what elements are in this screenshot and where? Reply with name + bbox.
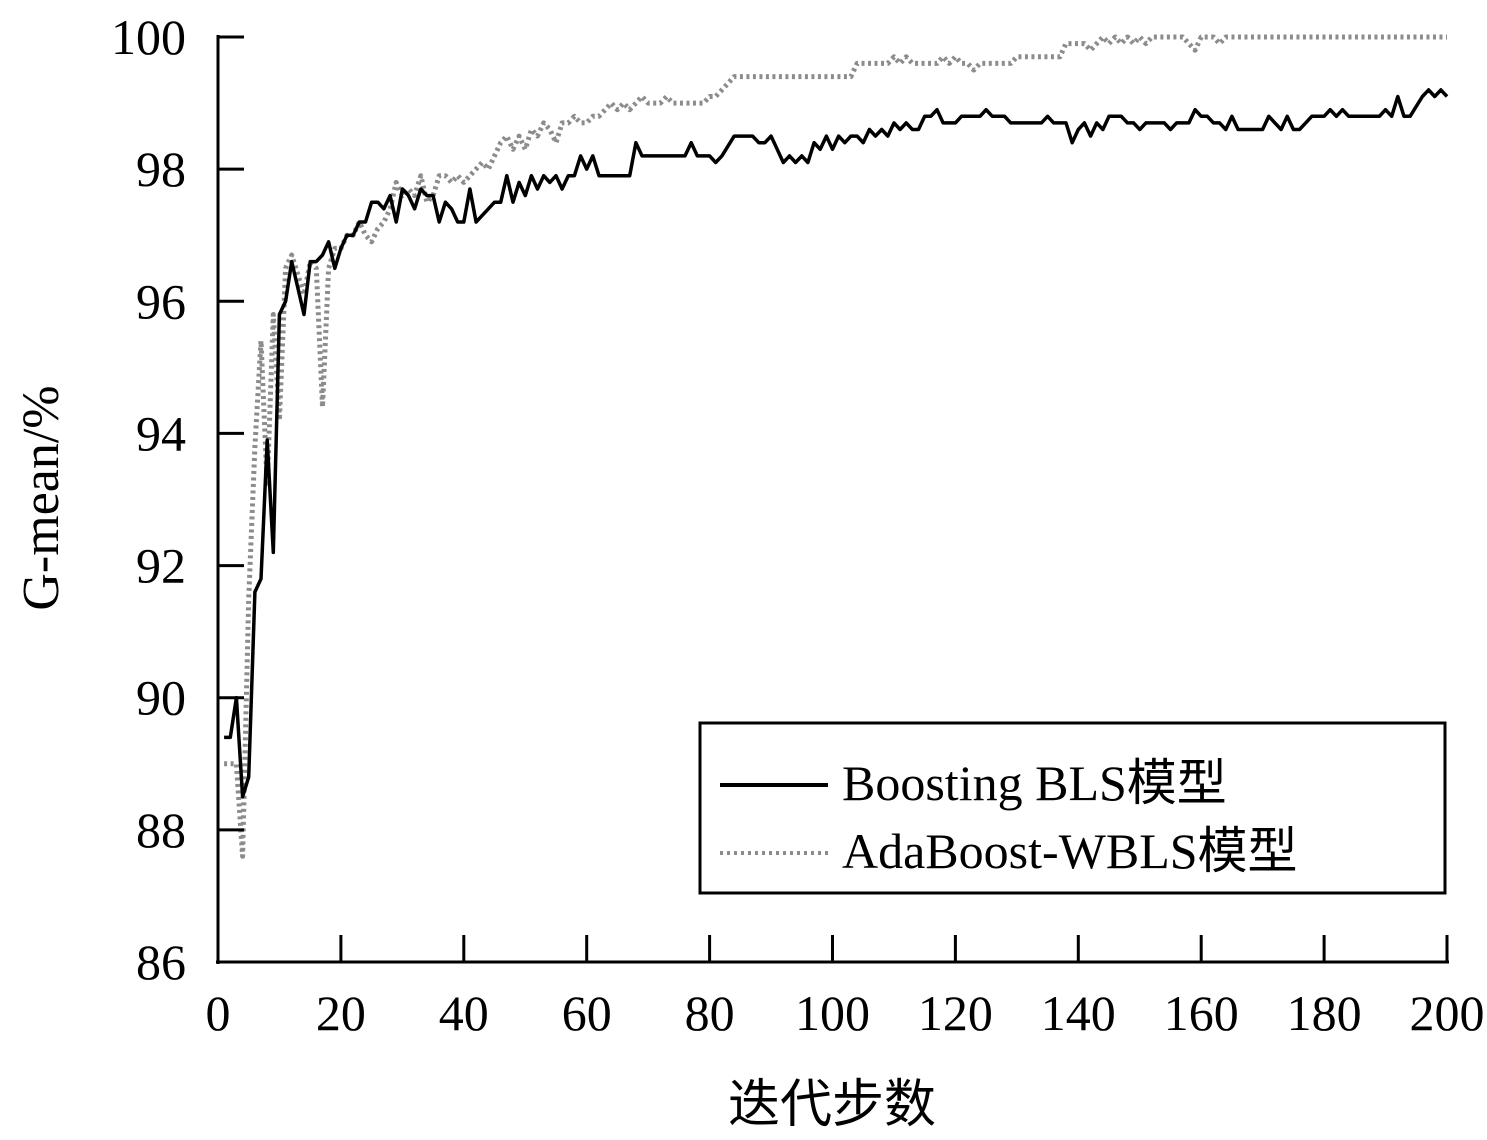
legend-label-adaboost-wbls: AdaBoost-WBLS模型 bbox=[842, 823, 1298, 879]
y-tick-label: 90 bbox=[136, 670, 186, 726]
legend-label-boosting-bls: Boosting BLS模型 bbox=[842, 755, 1227, 811]
x-tick-label: 0 bbox=[206, 985, 231, 1041]
x-tick-label: 200 bbox=[1410, 985, 1485, 1041]
legend-box bbox=[698, 721, 1447, 895]
x-tick-label: 120 bbox=[918, 985, 993, 1041]
x-tick-label: 140 bbox=[1041, 985, 1116, 1041]
x-tick-label: 80 bbox=[685, 985, 735, 1041]
ticks: 86 88 90 92 94 96 98 100 0 20 40 60 80 100 120 140 160 18… bbox=[111, 9, 1485, 1041]
plot-lines bbox=[224, 34, 1449, 859]
x-tick-label: 40 bbox=[439, 985, 489, 1041]
y-tick-label: 96 bbox=[136, 273, 186, 329]
x-tick-label: 180 bbox=[1287, 985, 1362, 1041]
x-tick-label: 20 bbox=[316, 985, 366, 1041]
y-tick-label: 92 bbox=[136, 538, 186, 594]
y-tick-label: 88 bbox=[136, 802, 186, 858]
y-tick-label: 100 bbox=[111, 9, 186, 65]
y-tick-label: 86 bbox=[136, 934, 186, 990]
series-line-boosting-bls bbox=[224, 88, 1449, 799]
legend: Boosting BLS模型 AdaBoost-WBLS模型 bbox=[698, 721, 1447, 895]
x-axis-title: 迭代步数 bbox=[728, 1077, 936, 1134]
y-tick-label: 94 bbox=[136, 405, 186, 461]
x-tick-label: 60 bbox=[562, 985, 612, 1041]
x-tick-label: 100 bbox=[795, 985, 870, 1041]
y-tick-label: 98 bbox=[136, 141, 186, 197]
y-axis-title: G-mean/% bbox=[13, 385, 70, 610]
x-tick-label: 160 bbox=[1164, 985, 1239, 1041]
